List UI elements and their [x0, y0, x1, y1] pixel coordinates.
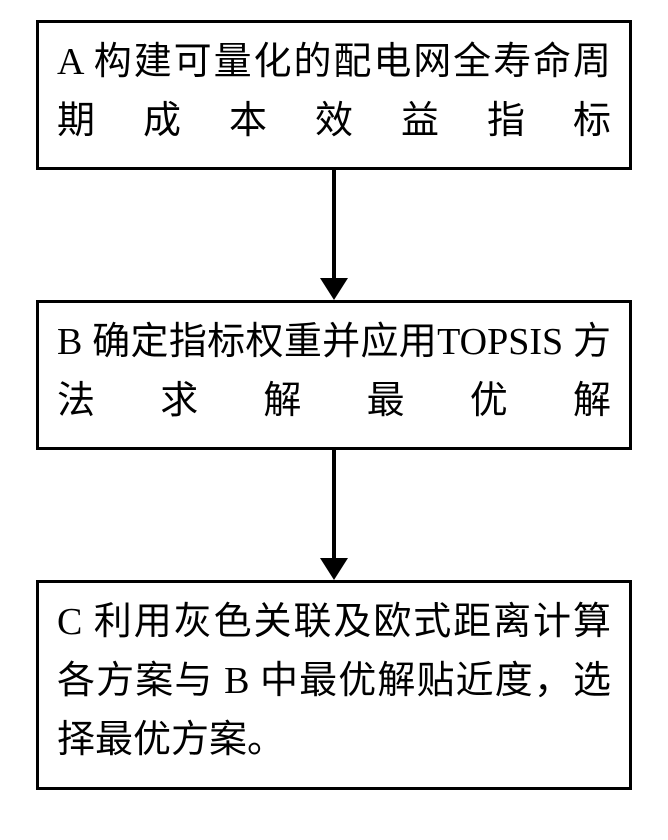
arrow-head-icon: [320, 558, 348, 580]
flow-node-a: A 构建可量化的配电网全寿命周期成本效益指标: [36, 20, 632, 170]
arrow-head-icon: [320, 278, 348, 300]
arrow-line: [332, 450, 336, 558]
flow-arrow-a-to-b: [320, 170, 348, 300]
flow-node-a-text: A 构建可量化的配电网全寿命周期成本效益指标: [57, 41, 611, 142]
flow-arrow-b-to-c: [320, 450, 348, 580]
flow-node-b: B 确定指标权重并应用TOPSIS 方法求解最优解: [36, 300, 632, 450]
flow-node-c: C 利用灰色关联及欧式距离计算各方案与 B 中最优解贴近度，选择最优方案。: [36, 580, 632, 790]
arrow-line: [332, 170, 336, 278]
flow-node-c-text: C 利用灰色关联及欧式距离计算各方案与 B 中最优解贴近度，选择最优方案。: [57, 601, 611, 761]
flow-node-b-text: B 确定指标权重并应用TOPSIS 方法求解最优解: [57, 321, 611, 422]
